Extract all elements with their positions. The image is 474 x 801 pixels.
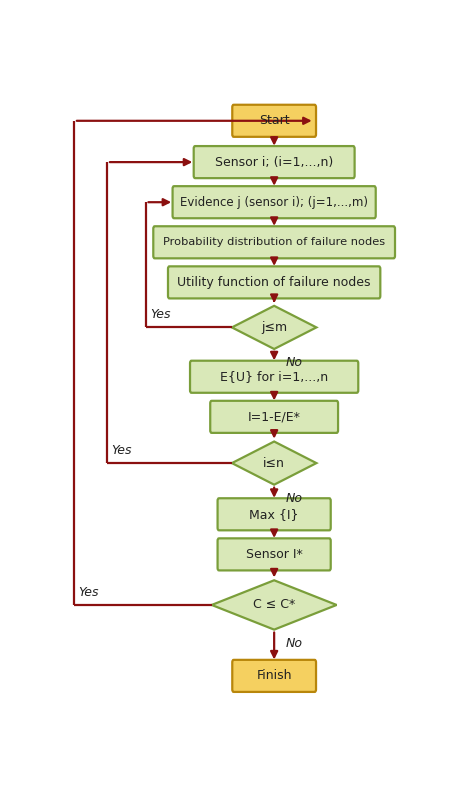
Text: No: No xyxy=(285,637,302,650)
FancyBboxPatch shape xyxy=(210,400,338,433)
Text: No: No xyxy=(285,356,302,369)
Text: Utility function of failure nodes: Utility function of failure nodes xyxy=(177,276,371,289)
Text: Evidence j (sensor i); (j=1,...,m): Evidence j (sensor i); (j=1,...,m) xyxy=(180,195,368,209)
Text: C ≤ C*: C ≤ C* xyxy=(253,598,295,611)
FancyBboxPatch shape xyxy=(232,660,316,692)
FancyBboxPatch shape xyxy=(218,498,331,530)
FancyBboxPatch shape xyxy=(232,105,316,137)
FancyBboxPatch shape xyxy=(190,360,358,392)
Polygon shape xyxy=(212,580,337,630)
Text: E{U} for i=1,...,n: E{U} for i=1,...,n xyxy=(220,370,328,383)
Text: Max {I}: Max {I} xyxy=(249,508,299,521)
FancyBboxPatch shape xyxy=(153,226,395,259)
Text: Probability distribution of failure nodes: Probability distribution of failure node… xyxy=(163,237,385,248)
Text: j≤m: j≤m xyxy=(261,321,287,334)
Text: Yes: Yes xyxy=(150,308,171,321)
Text: Sensor I*: Sensor I* xyxy=(246,548,302,561)
Text: i≤n: i≤n xyxy=(263,457,285,469)
Polygon shape xyxy=(232,441,316,485)
FancyBboxPatch shape xyxy=(173,186,376,218)
Text: Start: Start xyxy=(259,115,290,127)
Text: Yes: Yes xyxy=(78,586,99,599)
FancyBboxPatch shape xyxy=(168,267,380,299)
Text: Yes: Yes xyxy=(111,444,132,457)
FancyBboxPatch shape xyxy=(218,538,331,570)
Text: I=1-E/E*: I=1-E/E* xyxy=(248,410,301,424)
FancyBboxPatch shape xyxy=(194,146,355,178)
Text: Finish: Finish xyxy=(256,670,292,682)
Text: Sensor i; (i=1,...,n): Sensor i; (i=1,...,n) xyxy=(215,155,333,169)
Polygon shape xyxy=(232,306,316,349)
Text: No: No xyxy=(285,492,302,505)
